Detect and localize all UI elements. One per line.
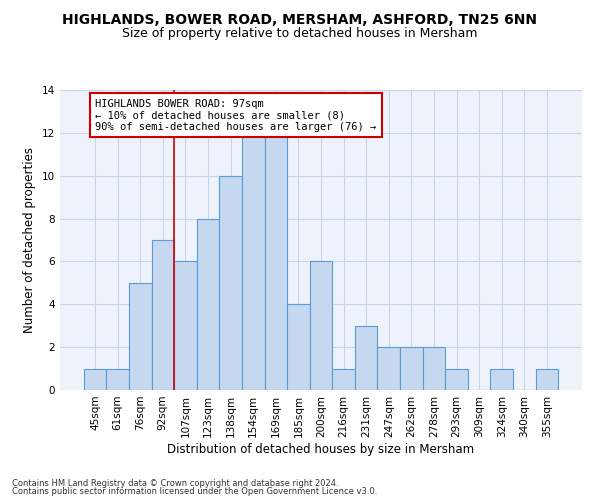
- Y-axis label: Number of detached properties: Number of detached properties: [23, 147, 37, 333]
- Text: HIGHLANDS BOWER ROAD: 97sqm
← 10% of detached houses are smaller (8)
90% of semi: HIGHLANDS BOWER ROAD: 97sqm ← 10% of det…: [95, 98, 377, 132]
- Bar: [332, 368, 355, 390]
- Bar: [129, 283, 152, 390]
- Bar: [84, 368, 106, 390]
- Bar: [445, 368, 468, 390]
- Text: Size of property relative to detached houses in Mersham: Size of property relative to detached ho…: [122, 28, 478, 40]
- Bar: [287, 304, 310, 390]
- Bar: [377, 347, 400, 390]
- Bar: [400, 347, 422, 390]
- Bar: [265, 133, 287, 390]
- Text: HIGHLANDS, BOWER ROAD, MERSHAM, ASHFORD, TN25 6NN: HIGHLANDS, BOWER ROAD, MERSHAM, ASHFORD,…: [62, 12, 538, 26]
- Text: Contains public sector information licensed under the Open Government Licence v3: Contains public sector information licen…: [12, 487, 377, 496]
- Bar: [355, 326, 377, 390]
- Bar: [310, 262, 332, 390]
- Bar: [536, 368, 558, 390]
- Bar: [106, 368, 129, 390]
- X-axis label: Distribution of detached houses by size in Mersham: Distribution of detached houses by size …: [167, 442, 475, 456]
- Bar: [174, 262, 197, 390]
- Bar: [152, 240, 174, 390]
- Bar: [197, 218, 220, 390]
- Text: Contains HM Land Registry data © Crown copyright and database right 2024.: Contains HM Land Registry data © Crown c…: [12, 478, 338, 488]
- Bar: [490, 368, 513, 390]
- Bar: [242, 133, 265, 390]
- Bar: [220, 176, 242, 390]
- Bar: [422, 347, 445, 390]
